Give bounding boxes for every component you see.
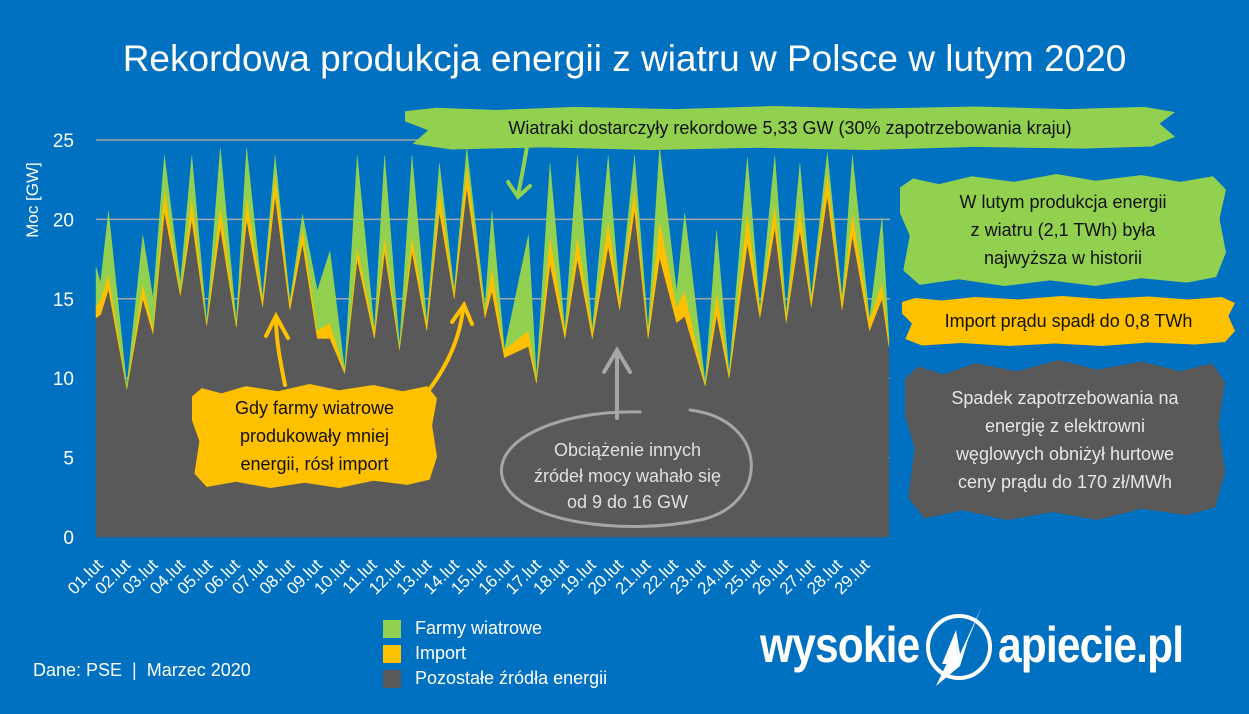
- callout-line: Gdy farmy wiatrowe: [234, 398, 395, 418]
- callout-line: najwyższa w historii: [983, 248, 1143, 268]
- legend-label: Import: [415, 643, 467, 663]
- arrow-import-right: [423, 300, 474, 397]
- record-text: Wiatraki dostarczyły rekordowe 5,33 GW (…: [508, 118, 1072, 138]
- import-rose-callout: Gdy farmy wiatrowe produkowały mniej ene…: [192, 384, 437, 488]
- price-callout: Spadek zapotrzebowania na energię z elek…: [905, 360, 1225, 520]
- arrow-import-left: [264, 311, 290, 387]
- y-axis-ticks: 0 5 10 15 20 25: [53, 131, 74, 549]
- legend-item-other: Pozostałe źródła energii: [383, 666, 607, 691]
- y-tick-label: 10: [53, 369, 74, 390]
- arrow-record: [506, 138, 532, 201]
- callout-line: ceny prądu do 170 zł/MWh: [957, 472, 1173, 492]
- wind-month-callout: W lutym produkcja energii z wiatru (2,1 …: [900, 174, 1226, 286]
- legend-label: Pozostałe źródła energii: [415, 668, 608, 688]
- legend-swatch: [383, 619, 401, 638]
- legend: Farmy wiatrowe Import Pozostałe źródła e…: [383, 616, 607, 691]
- annotation-arrows: [264, 138, 753, 528]
- import-fell-callout: Import prądu spadł do 0,8 TWh: [902, 296, 1235, 346]
- record-callout: Wiatraki dostarczyły rekordowe 5,33 GW (…: [405, 106, 1175, 150]
- y-tick-label: 0: [63, 528, 74, 549]
- callout-line: źródeł mocy wahało się: [533, 466, 722, 486]
- logo-text-left: wysokie: [760, 617, 920, 673]
- callout-line: Obciążenie innych: [553, 440, 702, 460]
- y-axis-label: Moc [GW]: [23, 162, 42, 238]
- legend-item-import: Import: [383, 641, 607, 666]
- callout-line: energii, rósł import: [240, 454, 389, 474]
- callout-line: Spadek zapotrzebowania na: [951, 388, 1179, 408]
- chart-title: Rekordowa produkcja energii z wiatru w P…: [122, 38, 1127, 79]
- callout-line: produkowały mniej: [239, 426, 390, 446]
- arrow-other: [602, 346, 632, 420]
- callout-line: z wiatru (2,1 TWh) była: [970, 220, 1156, 240]
- lightning-n-logo-icon: [925, 606, 992, 686]
- source-note: Dane: PSE | Marzec 2020: [33, 660, 251, 680]
- legend-item-wind: Farmy wiatrowe: [383, 616, 607, 641]
- legend-label: Farmy wiatrowe: [415, 618, 543, 638]
- import-fell-text: Import prądu spadł do 0,8 TWh: [944, 311, 1193, 331]
- legend-swatch: [383, 644, 401, 663]
- callout-line: od 9 do 16 GW: [566, 492, 689, 512]
- y-tick-label: 5: [63, 449, 74, 470]
- y-tick-label: 20: [53, 210, 74, 231]
- logo: wysokie apiecie.pl: [760, 600, 1215, 690]
- callout-line: węglowych obniżył hurtowe: [955, 444, 1175, 464]
- area-wind: [95, 147, 890, 388]
- circle-other: [499, 408, 753, 528]
- callout-line: energię z elektrowni: [984, 416, 1146, 436]
- y-tick-label: 15: [53, 290, 74, 311]
- callout-line: W lutym produkcja energii: [959, 192, 1167, 212]
- y-tick-label: 25: [53, 131, 74, 152]
- logo-text-right: apiecie.pl: [997, 617, 1184, 673]
- legend-swatch: [383, 669, 401, 688]
- x-axis-ticks: 01.lut02.lut03.lut04.lut05.lut06.lut07.l…: [64, 555, 874, 598]
- other-sources-note: Obciążenie innych źródeł mocy wahało się…: [505, 434, 750, 518]
